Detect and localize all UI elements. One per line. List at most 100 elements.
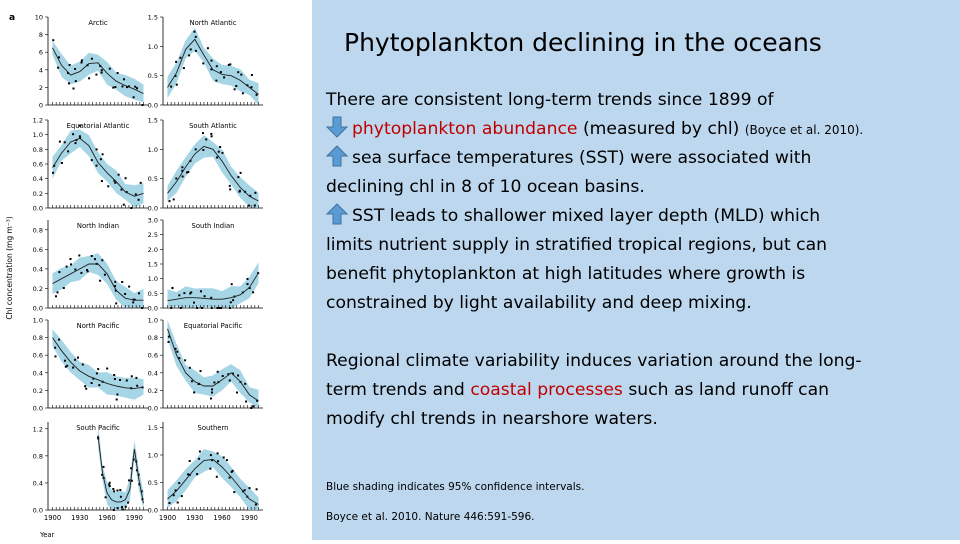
bullet1-highlight: phytoplankton abundance <box>352 119 578 139</box>
trend-line <box>167 38 259 95</box>
data-point <box>100 71 103 74</box>
data-point <box>113 179 116 182</box>
y-tick-label: 0.0 <box>148 205 158 213</box>
data-point <box>78 135 81 138</box>
data-point <box>140 490 143 493</box>
data-point <box>233 88 236 91</box>
data-point <box>132 458 135 461</box>
data-point <box>188 460 191 462</box>
y-tick-label: 1.2 <box>33 425 43 433</box>
data-point <box>188 54 191 57</box>
data-point <box>220 307 223 309</box>
data-point <box>84 385 87 388</box>
data-point <box>237 176 240 179</box>
data-point <box>211 459 214 462</box>
data-point <box>210 59 213 62</box>
data-point <box>119 379 121 381</box>
data-point <box>255 488 258 491</box>
data-point <box>135 376 138 379</box>
data-point <box>106 367 109 370</box>
y-tick-label: 0.8 <box>33 334 43 342</box>
data-point <box>101 153 104 156</box>
data-point <box>66 364 69 367</box>
data-point <box>233 491 236 494</box>
data-point <box>72 133 75 136</box>
data-point <box>186 171 188 174</box>
data-point <box>117 173 120 176</box>
data-point <box>189 48 192 51</box>
y-tick-label: 1.5 <box>148 14 158 22</box>
data-point <box>181 166 184 169</box>
data-point <box>216 156 219 159</box>
data-point <box>130 207 133 209</box>
data-point <box>205 138 208 141</box>
data-point <box>175 177 178 180</box>
data-point <box>254 191 257 194</box>
data-point <box>128 285 131 288</box>
data-point <box>102 465 105 468</box>
y-tick-label: 1.0 <box>148 317 158 325</box>
data-point <box>230 470 233 473</box>
para2-line2: term trends and coastal processes such a… <box>326 376 952 405</box>
data-point <box>174 489 177 492</box>
trend-line <box>52 47 144 95</box>
data-point <box>196 473 199 476</box>
data-point <box>122 508 125 511</box>
data-point <box>168 200 171 203</box>
y-tick-label: 0.4 <box>33 265 43 273</box>
data-point <box>122 203 125 206</box>
data-point <box>124 177 127 180</box>
data-point <box>80 59 83 62</box>
y-tick-label: 0.0 <box>148 305 158 313</box>
data-point <box>238 190 241 193</box>
data-point <box>114 86 117 88</box>
data-point <box>88 77 91 80</box>
data-point <box>200 290 202 293</box>
data-point <box>128 479 131 482</box>
data-point <box>86 269 88 271</box>
y-tick-label: 0.6 <box>33 161 43 169</box>
data-point <box>232 299 235 302</box>
data-point <box>202 149 205 151</box>
y-tick-label: 1.0 <box>148 43 158 51</box>
bullet2: sea surface temperatures (SST) were asso… <box>326 144 952 173</box>
data-point <box>108 481 111 484</box>
y-tick-label: 1.5 <box>148 117 158 125</box>
y-tick-label: 0.6 <box>148 352 158 360</box>
data-point <box>86 270 89 273</box>
data-point <box>137 198 140 201</box>
y-tick-label: 0.6 <box>33 352 43 360</box>
y-tick-label: 2 <box>39 84 43 92</box>
x-axis-label: Year <box>39 531 55 539</box>
x-tick-label: 1930 <box>71 514 88 522</box>
data-point <box>57 66 60 69</box>
confidence-band <box>98 424 144 510</box>
data-point <box>74 142 77 145</box>
data-point <box>101 473 104 476</box>
y-tick-label: 0.8 <box>33 226 43 234</box>
data-point <box>228 379 231 382</box>
data-point <box>193 30 196 33</box>
panel-title: North Atlantic <box>189 19 236 27</box>
data-point <box>58 338 60 341</box>
y-tick-label: 1.5 <box>148 261 158 269</box>
x-tick-label: 1960 <box>213 514 230 522</box>
trend-line <box>52 263 144 301</box>
data-point <box>167 341 170 343</box>
y-tick-label: 1.0 <box>148 275 158 283</box>
data-point <box>189 292 192 295</box>
data-point <box>81 363 84 366</box>
data-point <box>80 61 83 64</box>
panel-title: Equatorial Pacific <box>184 322 243 330</box>
data-point <box>108 485 111 488</box>
data-point <box>209 467 212 470</box>
data-point <box>99 279 102 282</box>
data-point <box>139 181 142 184</box>
bullet3-line3: benefit phytoplankton at high latitudes … <box>326 264 806 284</box>
data-point <box>210 68 213 71</box>
data-point <box>209 454 212 457</box>
data-point <box>115 398 118 401</box>
data-point <box>193 301 195 304</box>
data-point <box>213 381 216 384</box>
data-point <box>236 391 238 394</box>
